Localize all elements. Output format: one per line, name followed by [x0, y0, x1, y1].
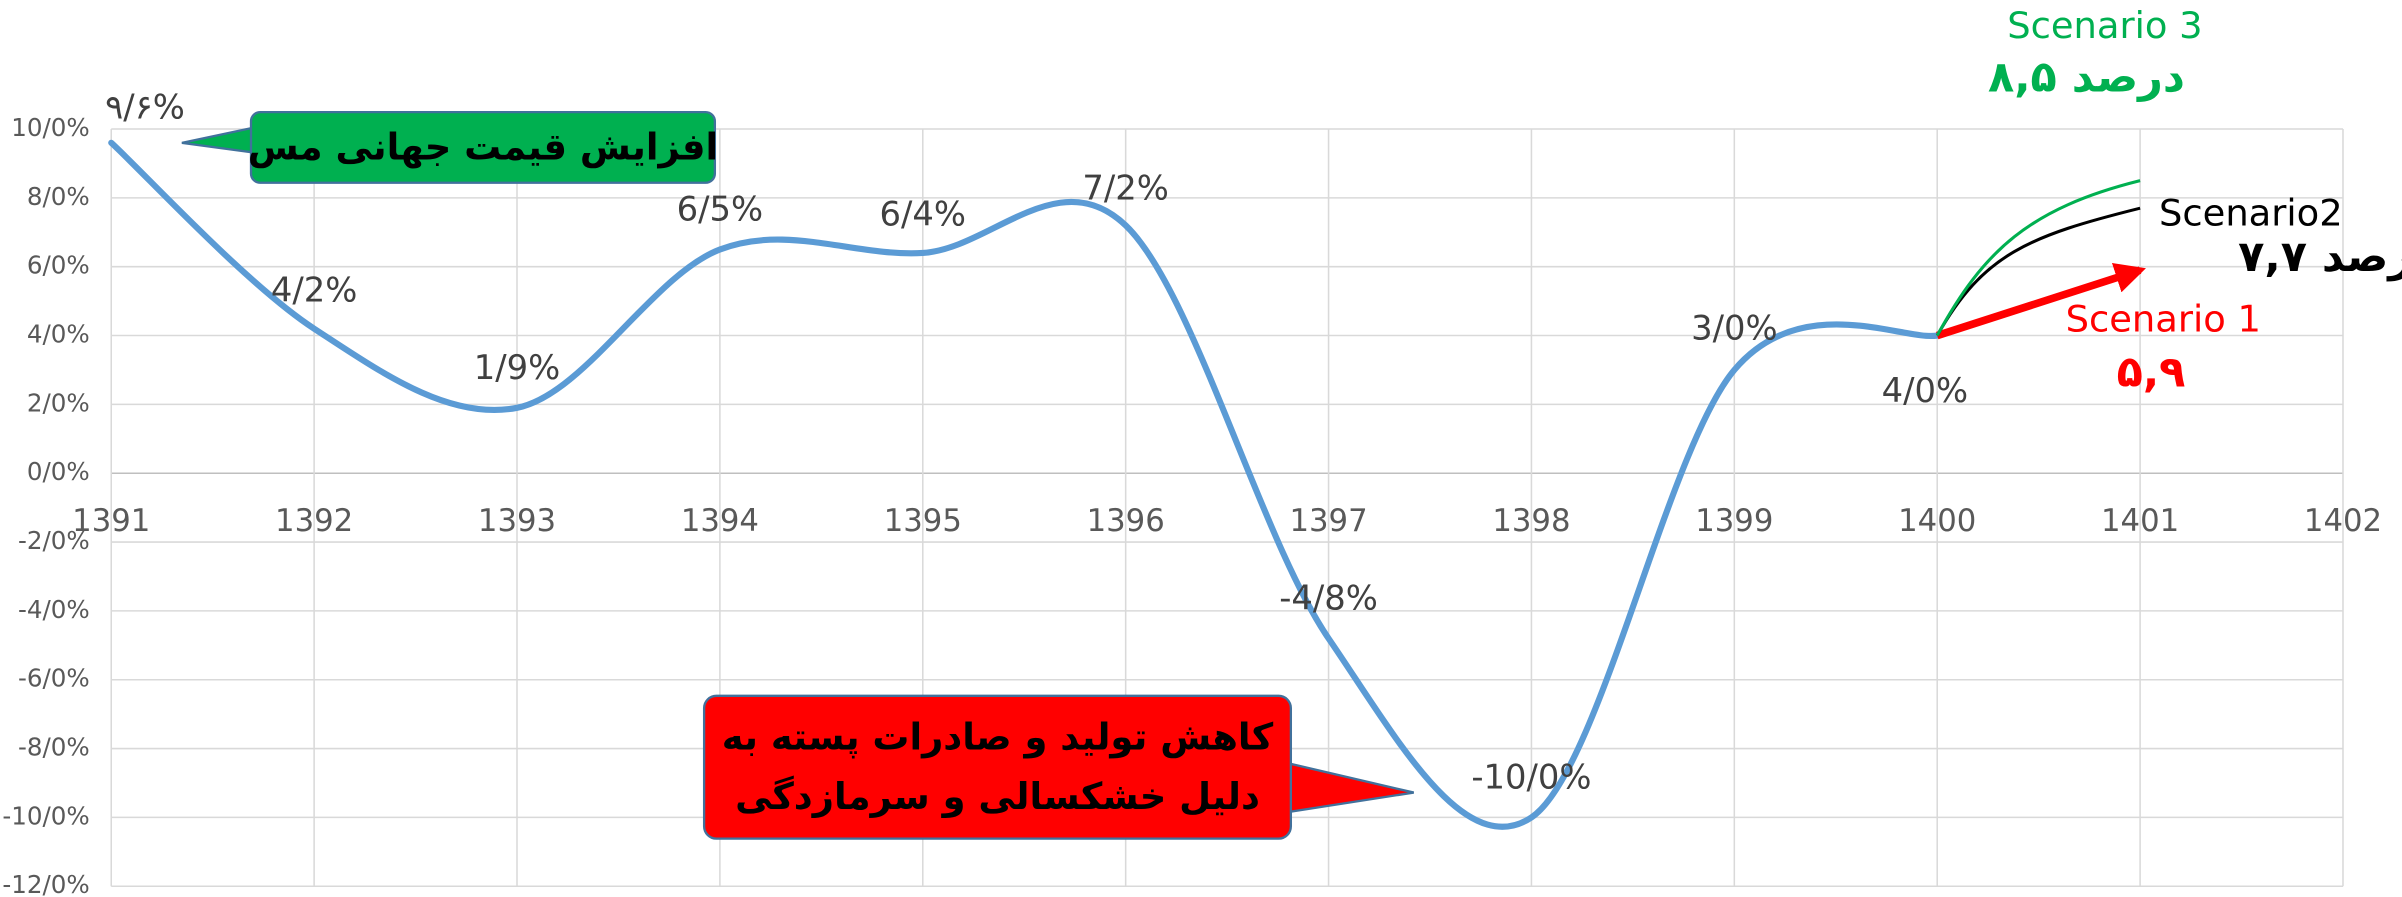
y-tick-label: 8/0%: [27, 182, 90, 211]
callout-box: [249, 110, 717, 184]
annotation: دلیل خشکسالی و سرمازدگی: [735, 775, 1260, 818]
y-tick-label: -2/0%: [18, 526, 90, 555]
legend-label: Scenario2: [2159, 192, 2343, 235]
legend-label: Scenario 1: [2066, 298, 2261, 341]
x-tick-label: 1398: [1492, 503, 1570, 539]
y-tick-label: 6/0%: [27, 251, 90, 280]
x-tick-label: 1400: [1898, 503, 1976, 539]
data-label: ۷,۷ درصد: [2238, 232, 2402, 282]
callout-box: [702, 694, 1293, 840]
data-label: ۵,۹: [2117, 347, 2186, 397]
y-tick-label: 4/0%: [27, 320, 90, 349]
x-tick-label: 1399: [1695, 503, 1773, 539]
data-label: 6/5%: [677, 190, 763, 229]
y-tick-label: 2/0%: [27, 388, 90, 417]
x-tick-label: 1391: [72, 503, 150, 539]
legend-label: Scenario 3: [2007, 4, 2202, 47]
data-label: 1/9%: [474, 348, 560, 387]
data-label: -10/0%: [1471, 758, 1591, 797]
y-tick-label: -8/0%: [18, 733, 90, 762]
x-tick-label: 1402: [2304, 503, 2382, 539]
annotation: افزایش قیمت جهانی مس: [248, 125, 718, 168]
y-tick-label: -12/0%: [2, 870, 89, 897]
data-label: 6/4%: [880, 195, 966, 234]
data-label: 4/2%: [271, 270, 357, 309]
data-label: -4/8%: [1279, 579, 1378, 618]
y-tick-label: -10/0%: [2, 801, 89, 830]
data-label: 3/0%: [1691, 309, 1777, 348]
line: [108, 139, 1941, 830]
y-tick-label: 10/0%: [11, 113, 90, 142]
x-tick-label: 1392: [275, 503, 353, 539]
x-tick-label: 1393: [478, 503, 556, 539]
y-tick-label: 0/0%: [27, 457, 90, 486]
scenario-line: [1935, 179, 2141, 337]
data-label: 7/2%: [1082, 169, 1168, 208]
y-tick-label: -6/0%: [18, 664, 90, 693]
x-tick-label: 1397: [1289, 503, 1367, 539]
x-tick-label: 1396: [1087, 503, 1165, 539]
callout-pointer: [1274, 758, 1414, 816]
data-label: ۹/۶%: [105, 87, 185, 126]
y-tick-label: -4/0%: [18, 595, 90, 624]
data-label: ۸,۵ درصد: [1988, 52, 2185, 102]
x-tick-label: 1395: [884, 503, 962, 539]
x-tick-label: 1401: [2101, 503, 2179, 539]
annotation: کاهش تولید و صادرات پسته به: [722, 715, 1274, 758]
x-tick-label: 1394: [681, 503, 759, 539]
data-label: 4/0%: [1882, 371, 1968, 410]
scenario-line: [1936, 263, 2146, 340]
